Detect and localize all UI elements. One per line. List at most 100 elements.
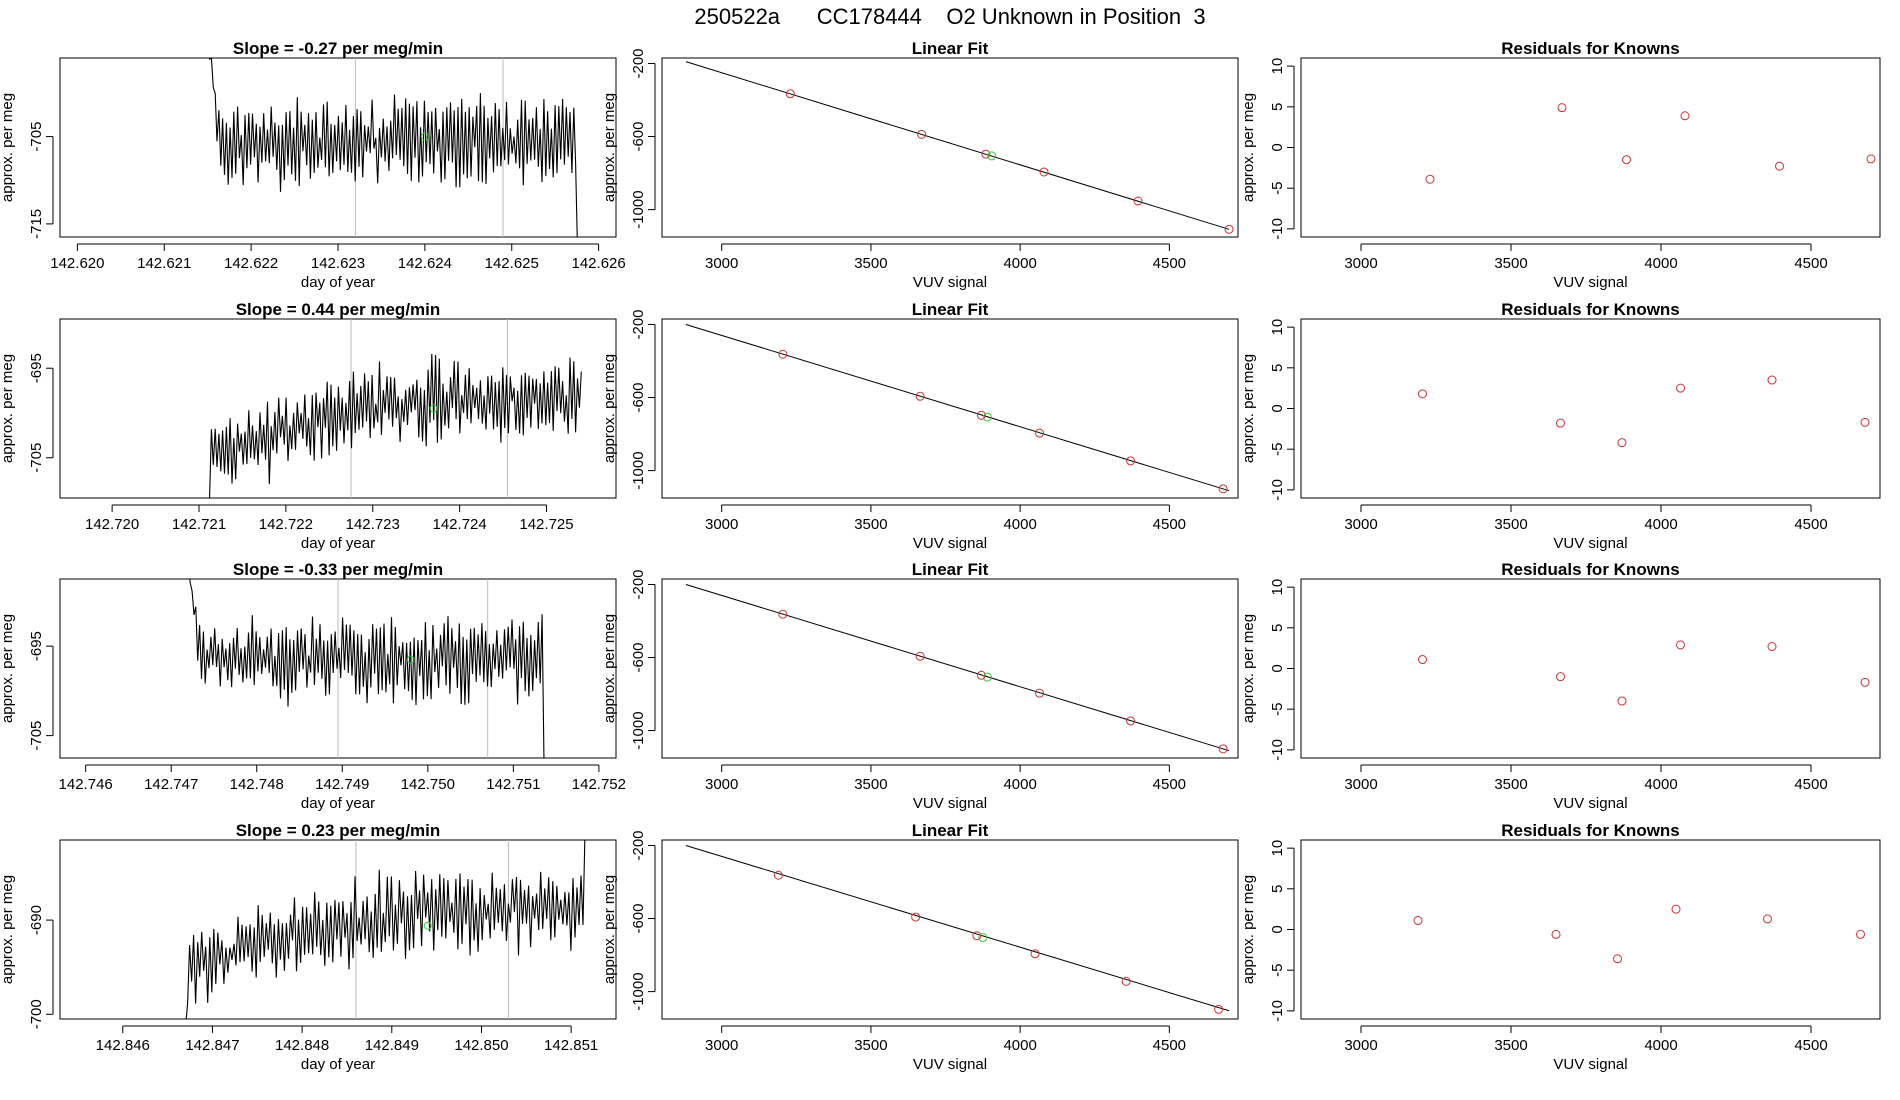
residual-point [1856, 929, 1865, 939]
known-point [976, 410, 986, 420]
known-point [1126, 456, 1136, 466]
y-tick-label: 10 [1269, 58, 1286, 75]
residual-point [1413, 916, 1423, 926]
chart-title: Linear Fit [912, 300, 989, 319]
x-axis-label: VUV signal [913, 795, 987, 812]
x-tick-label: 3500 [1494, 776, 1527, 793]
linear-fit-panel-row-2: Linear Fit 3000 3500 4000 4500 VUV signal -200… [601, 300, 1239, 552]
residual-point [1680, 111, 1690, 121]
y-axis-label: approx. per meg [601, 354, 618, 463]
x-tick-label: 4000 [1003, 255, 1036, 272]
y-tick-label: -705 [28, 443, 45, 473]
x-tick-label: 3000 [1344, 516, 1377, 533]
x-tick-label: 4000 [1003, 1037, 1036, 1054]
time-series-panel-row-1: Slope = -0.27 per meg/min 142.620 142.621 1… [0, 39, 626, 291]
x-tick-label: 4500 [1153, 516, 1186, 533]
residual-point [1557, 103, 1567, 113]
y-tick-label: 5 [1269, 624, 1286, 632]
y-tick-label: -695 [28, 631, 45, 661]
residuals-panel-row-3: Residuals for Knowns 3000 3500 4000 4500 VUV … [1240, 560, 1881, 812]
known-point [1035, 428, 1045, 438]
residual-point [1860, 677, 1870, 687]
y-tick-label: -5 [1269, 443, 1286, 456]
x-tick-label: 4000 [1003, 516, 1036, 533]
residual-point [1767, 375, 1777, 385]
chart-title: Residuals for Knowns [1501, 300, 1680, 319]
x-tick-label: 4500 [1153, 1037, 1186, 1054]
known-point [981, 149, 991, 159]
unknown-point [987, 151, 997, 161]
x-axis-label: day of year [301, 1056, 375, 1073]
y-tick-label: -1000 [630, 190, 647, 228]
known-point [1039, 167, 1049, 177]
x-tick-label: 4500 [1794, 1037, 1827, 1054]
y-tick-label: -600 [630, 904, 647, 934]
known-point [915, 651, 925, 661]
y-tick-label: 5 [1269, 103, 1286, 111]
residual-point [1418, 389, 1427, 399]
x-tick-label: 142.622 [224, 255, 278, 272]
x-tick-label: 3000 [705, 1037, 738, 1054]
y-tick-label: -200 [630, 48, 647, 78]
residual-point [1418, 655, 1427, 665]
y-axis-label: approx. per meg [1240, 614, 1257, 723]
residual-point [1860, 417, 1870, 427]
plot-area [1418, 640, 1870, 706]
y-tick-label: -1000 [630, 451, 647, 489]
chart-title: Slope = -0.27 per meg/min [233, 39, 443, 58]
y-tick-label: 10 [1269, 319, 1286, 336]
plot-area [685, 61, 1234, 234]
y-tick-label: -600 [630, 383, 647, 413]
y-tick-label: -200 [630, 309, 647, 339]
y-tick-label: 0 [1269, 925, 1286, 933]
y-tick-label: -200 [630, 830, 647, 860]
y-tick-label: -1000 [630, 972, 647, 1010]
y-tick-label: -10 [1269, 218, 1286, 240]
residual-point [1556, 672, 1565, 682]
y-tick-label: -705 [28, 721, 45, 751]
y-axis-label: approx. per meg [0, 614, 16, 723]
y-tick-label: -715 [28, 209, 45, 239]
x-tick-label: 142.623 [311, 255, 365, 272]
y-axis-label: approx. per meg [601, 875, 618, 984]
x-tick-label: 3000 [1344, 255, 1377, 272]
x-tick-label: 3000 [705, 255, 738, 272]
unknown-point [429, 404, 438, 413]
x-tick-label: 142.723 [346, 516, 400, 533]
y-tick-label: 5 [1269, 364, 1286, 372]
x-tick-label: 142.750 [401, 776, 455, 793]
x-tick-label: 142.620 [50, 255, 104, 272]
x-tick-label: 3000 [705, 516, 738, 533]
x-tick-label: 3000 [1344, 776, 1377, 793]
y-tick-label: -200 [630, 569, 647, 599]
linear-fit-panel-row-1: Linear Fit 3000 3500 4000 4500 VUV signal -200… [601, 39, 1239, 291]
y-tick-label: 0 [1269, 143, 1286, 151]
x-tick-label: 142.746 [59, 776, 113, 793]
x-tick-label: 142.847 [185, 1037, 239, 1054]
plot-frame [661, 839, 1239, 1020]
y-tick-label: -700 [28, 999, 45, 1029]
residual-point [1671, 904, 1681, 914]
plot-area [1418, 375, 1870, 448]
fit-line [685, 61, 1230, 230]
known-point [1133, 196, 1143, 206]
residual-point [1676, 640, 1685, 650]
plot-frame [661, 578, 1239, 759]
y-tick-label: -5 [1269, 703, 1286, 716]
x-tick-label: 142.851 [544, 1037, 598, 1054]
y-axis-label: approx. per meg [1240, 354, 1257, 463]
x-tick-label: 142.850 [454, 1037, 508, 1054]
y-tick-label: 0 [1269, 404, 1286, 412]
residual-point [1617, 438, 1627, 448]
linear-fit-panel-row-4: Linear Fit 3000 3500 4000 4500 VUV signal -200… [601, 821, 1239, 1073]
residual-point [1617, 696, 1627, 706]
y-tick-label: 0 [1269, 664, 1286, 672]
plot-frame [59, 57, 617, 238]
x-tick-label: 142.720 [85, 516, 139, 533]
x-tick-label: 142.724 [433, 516, 487, 533]
unknown-point [406, 655, 415, 664]
y-tick-label: -600 [630, 122, 647, 152]
x-axis-label: VUV signal [913, 274, 987, 291]
plot-frame [1300, 839, 1881, 1020]
y-tick-label: 10 [1269, 579, 1286, 596]
